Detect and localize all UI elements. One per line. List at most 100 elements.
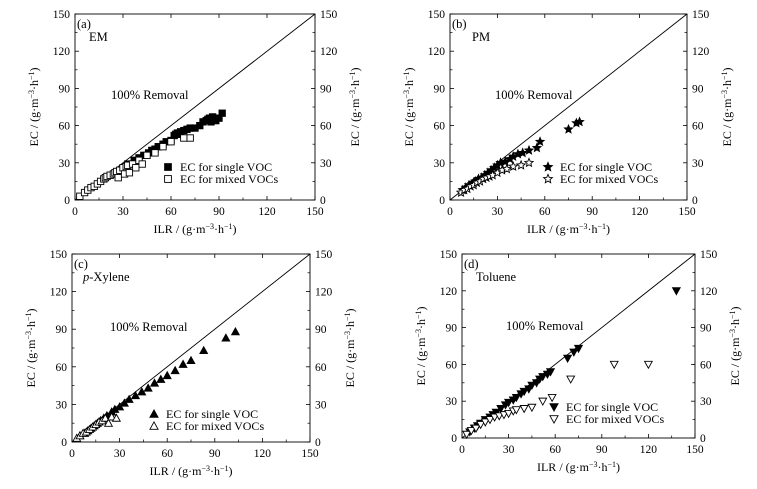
y-tick-label-right: 90 <box>315 324 327 336</box>
y-tick-label: 90 <box>434 83 446 95</box>
y-axis-label-right: EC / (g·m−3·h−1) <box>343 308 357 387</box>
data-point <box>499 411 509 420</box>
legend-marker <box>549 415 559 425</box>
data-point <box>471 424 481 433</box>
data-point <box>125 169 134 177</box>
y-axis-label-right: EC / (g·m−3·h−1) <box>720 67 734 146</box>
x-tick-label: 120 <box>258 206 276 218</box>
y-tick-label: 60 <box>56 362 68 374</box>
y-tick-label-right: 30 <box>692 158 704 170</box>
series-mixed-vocs <box>76 134 194 200</box>
data-point <box>199 345 209 355</box>
y-tick-label-right: 120 <box>315 287 333 299</box>
y-tick-label-right: 30 <box>700 396 712 408</box>
data-point <box>519 387 529 397</box>
data-point <box>507 161 519 171</box>
data-point <box>462 430 472 440</box>
panel-title: EM <box>89 30 108 44</box>
y-tick-label: 120 <box>428 46 446 58</box>
data-point <box>563 354 573 364</box>
data-point <box>573 344 584 354</box>
x-tick-label: 150 <box>678 206 696 218</box>
removal-annotation: 100% Removal <box>506 319 584 333</box>
y-tick-label-right: 150 <box>320 9 338 21</box>
y-tick-label-right: 30 <box>315 399 327 411</box>
data-point <box>167 138 175 146</box>
data-point <box>523 157 535 168</box>
x-tick-label: 120 <box>631 206 649 218</box>
data-point <box>503 398 514 408</box>
y-tick-label: 60 <box>434 121 446 133</box>
y-tick-label-right: 0 <box>315 437 321 449</box>
y-tick-label: 30 <box>434 158 446 170</box>
series-mixed-vocs <box>462 360 654 440</box>
y-tick-label: 0 <box>64 195 70 207</box>
legend-entry: EC for mixed VOCs <box>566 412 664 426</box>
x-tick-label: 30 <box>503 444 515 456</box>
panel-title: Toluene <box>476 270 517 284</box>
y-tick-label: 90 <box>56 324 68 336</box>
legend-entry: EC for mixed VOCs <box>560 172 658 186</box>
legend-entry: EC for mixed VOCs <box>166 419 264 433</box>
data-point <box>170 365 180 375</box>
y-tick-label: 30 <box>59 158 71 170</box>
y-tick-label: 90 <box>446 323 458 335</box>
x-tick-label: 90 <box>213 206 225 218</box>
data-point <box>671 287 681 296</box>
legend-entry: EC for single VOC <box>166 407 258 421</box>
data-point <box>519 405 529 414</box>
data-point <box>523 144 535 155</box>
data-point <box>151 149 159 157</box>
data-point <box>490 413 500 422</box>
data-point <box>511 393 521 403</box>
removal-annotation: 100% Removal <box>110 320 188 334</box>
x-tick-label: 120 <box>254 448 272 460</box>
data-point <box>534 136 546 147</box>
y-tick-label-right: 0 <box>700 433 706 445</box>
series-mixed-vocs <box>72 412 122 442</box>
y-tick-label-right: 30 <box>320 158 332 170</box>
x-tick-label: 30 <box>492 206 504 218</box>
y-tick-label: 150 <box>440 249 458 261</box>
data-point <box>545 368 556 377</box>
data-point <box>100 413 110 422</box>
y-tick-label: 0 <box>61 437 67 449</box>
data-point <box>143 383 153 392</box>
y-tick-label-right: 120 <box>700 286 718 298</box>
data-point <box>501 163 513 174</box>
removal-annotation: 100% Removal <box>495 88 573 102</box>
legend-entry: EC for mixed VOCs <box>180 172 278 186</box>
panel-label: (a) <box>77 17 91 31</box>
x-tick-label: 60 <box>165 206 177 218</box>
x-tick-label: 90 <box>209 448 221 460</box>
y-tick-label-right: 60 <box>692 121 704 133</box>
y-tick-label-right: 120 <box>692 46 710 58</box>
data-point <box>574 116 585 127</box>
y-axis-label-right: EC / (g·m−3·h−1) <box>728 306 742 385</box>
data-point <box>476 420 486 430</box>
y-tick-label-right: 90 <box>700 323 712 335</box>
y-tick-label-right: 90 <box>692 83 704 95</box>
legend-marker <box>164 163 172 171</box>
data-point <box>76 192 84 200</box>
data-point <box>566 375 576 384</box>
removal-annotation: 100% Removal <box>111 88 189 102</box>
y-tick-label: 150 <box>53 9 71 21</box>
data-point <box>218 109 226 117</box>
data-point <box>159 143 167 151</box>
y-tick-label-right: 90 <box>320 83 332 95</box>
data-point <box>496 405 506 414</box>
data-point <box>162 370 172 380</box>
data-point <box>186 355 196 365</box>
legend-entry: EC for single VOC <box>180 160 272 174</box>
y-tick-label: 150 <box>428 9 446 21</box>
x-tick-label: 60 <box>161 448 173 460</box>
data-point <box>515 159 527 170</box>
legend-marker <box>149 408 159 418</box>
legend-entry: EC for single VOC <box>560 160 652 174</box>
series-mixed-vocs <box>455 157 535 197</box>
x-axis-label: ILR / (g·m−3·h−1) <box>537 460 620 474</box>
